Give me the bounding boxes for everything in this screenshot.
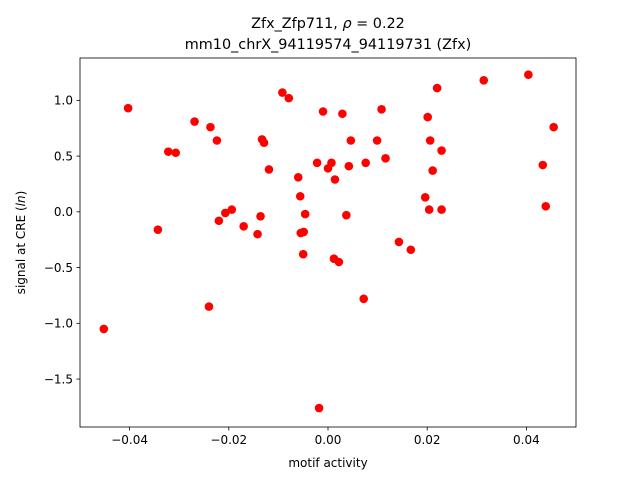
data-point-36	[344, 161, 354, 171]
data-point-12	[239, 222, 248, 231]
data-point-3	[163, 147, 173, 156]
data-point-43	[394, 237, 404, 247]
data-point-48	[425, 136, 435, 145]
data-point-1	[123, 103, 133, 113]
y-tick-label-1: −1.0	[44, 317, 73, 331]
x-tick-label-3: 0.02	[414, 433, 441, 447]
data-point-46	[423, 112, 433, 122]
data-point-44	[406, 245, 416, 255]
y-tick-label-2: −0.5	[44, 261, 73, 275]
data-point-26	[312, 158, 322, 168]
plot-area-frame	[79, 57, 577, 428]
data-points	[99, 70, 558, 413]
x-tick-label-4: 0.04	[513, 433, 540, 447]
data-point-42	[381, 154, 390, 163]
data-point-10	[221, 208, 230, 218]
x-tick-label-2: 0.00	[315, 433, 342, 447]
data-point-9	[214, 216, 224, 226]
data-point-14	[256, 212, 265, 221]
data-point-5	[190, 117, 199, 126]
x-axis-label: motif activity	[288, 456, 367, 470]
data-point-4	[171, 148, 181, 158]
data-point-17	[264, 165, 274, 174]
data-point-21	[295, 191, 305, 201]
chart-title-line-1: Zfx_Zfp711, ρ = 0.22	[251, 16, 405, 32]
x-tick-label-0: −0.04	[111, 433, 148, 447]
data-point-32	[330, 175, 340, 184]
data-point-18	[278, 88, 287, 97]
data-point-51	[437, 205, 446, 214]
data-point-13	[253, 229, 262, 239]
data-point-2	[153, 225, 163, 234]
x-tick-label-1: −0.02	[210, 433, 247, 447]
data-point-34	[338, 109, 347, 119]
data-point-38	[359, 294, 369, 304]
data-point-47	[424, 205, 434, 214]
data-point-28	[318, 107, 328, 116]
data-point-7	[206, 122, 215, 132]
data-point-6	[204, 302, 214, 311]
data-point-50	[432, 83, 442, 93]
data-point-45	[420, 193, 430, 202]
y-axis-label: signal at CRE (ln)	[14, 191, 28, 295]
data-point-27	[314, 403, 324, 413]
chart-title-line-2: mm10_chrX_94119574_94119731 (Zfx)	[185, 37, 471, 53]
data-point-23	[299, 227, 309, 237]
title-rho-symbol: ρ	[342, 16, 351, 32]
x-axis-ticks: −0.04 −0.02 0.00 0.02 0.04	[111, 427, 540, 447]
y-axis-ticks: −1.5 −1.0 −0.5 0.0 0.5 1.0	[44, 94, 80, 386]
y-axis-label-italic: ln	[14, 195, 28, 206]
data-point-41	[377, 104, 386, 114]
data-point-53	[479, 76, 489, 85]
y-tick-label-5: 1.0	[54, 94, 73, 108]
data-point-40	[372, 136, 382, 145]
data-point-52	[437, 146, 446, 155]
data-point-30	[327, 158, 336, 168]
data-point-25	[300, 209, 310, 219]
data-point-49	[428, 166, 437, 175]
data-point-39	[361, 158, 371, 168]
data-point-8	[212, 136, 222, 145]
title-prefix: Zfx_Zfp711,	[251, 16, 342, 32]
data-point-37	[346, 136, 356, 145]
data-point-55	[538, 160, 548, 170]
data-point-19	[284, 93, 294, 103]
data-point-57	[549, 122, 558, 132]
data-point-16	[259, 138, 269, 148]
y-tick-label-4: 0.5	[54, 149, 73, 163]
data-point-0	[99, 324, 109, 334]
data-point-56	[541, 201, 551, 211]
data-point-54	[524, 70, 533, 80]
y-axis-label-prefix: signal at CRE (	[14, 206, 28, 294]
data-point-20	[293, 172, 303, 182]
y-axis-label-suffix: )	[14, 191, 28, 196]
data-point-33	[334, 257, 344, 267]
data-point-35	[342, 210, 351, 220]
y-tick-label-3: 0.0	[54, 205, 73, 219]
data-point-11	[227, 205, 237, 214]
data-point-24	[298, 249, 308, 259]
title-rho-value: = 0.22	[352, 16, 405, 32]
y-tick-label-0: −1.5	[44, 372, 73, 386]
